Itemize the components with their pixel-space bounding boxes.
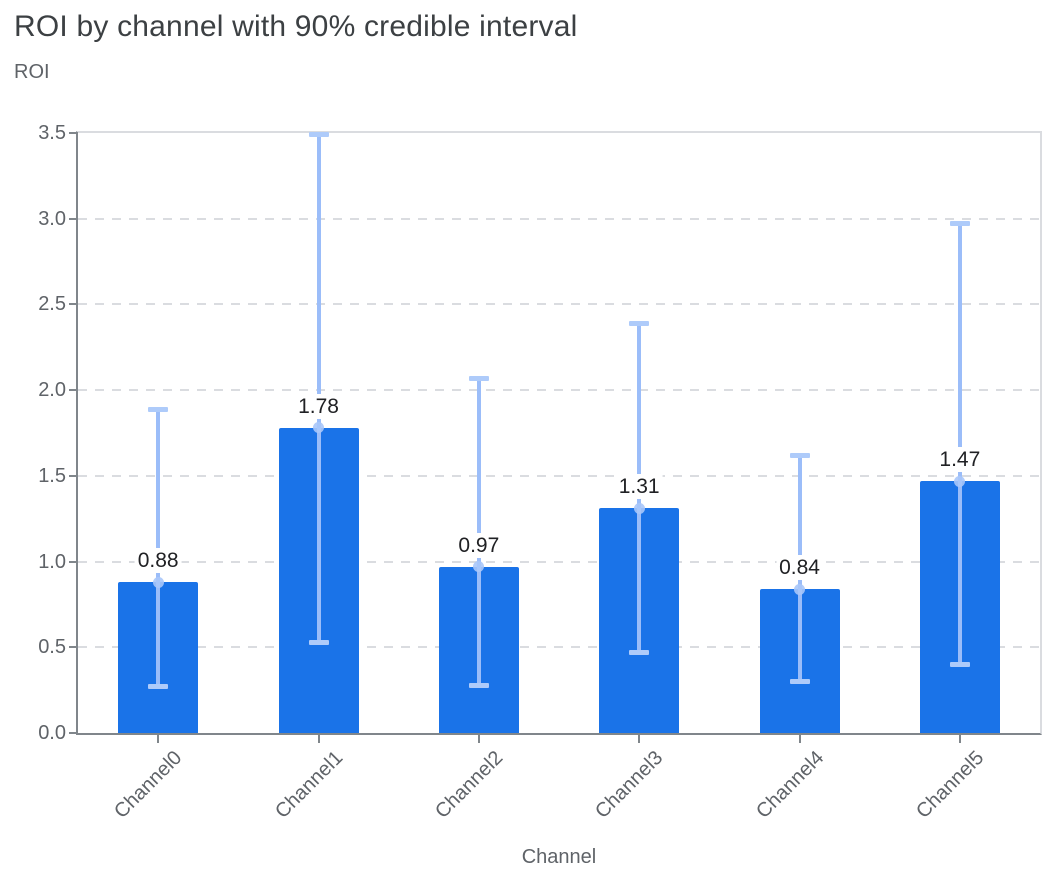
gridline — [78, 646, 1040, 649]
y-tick-mark — [69, 303, 78, 306]
error-cap-upper — [789, 452, 810, 458]
y-tick-mark — [69, 646, 78, 649]
y-tick-mark — [69, 132, 78, 134]
y-tick-mark — [69, 732, 78, 734]
mean-marker — [954, 475, 966, 487]
error-cap-lower — [789, 679, 810, 685]
x-tick-label: Channel0 — [110, 746, 187, 823]
gridline — [78, 389, 1040, 392]
gridline — [78, 560, 1040, 563]
y-tick-label: 0.0 — [38, 722, 66, 744]
bar-value-label: 0.88 — [134, 548, 182, 574]
x-tick-label: Channel1 — [270, 746, 347, 823]
error-cap-upper — [949, 221, 970, 227]
bar-value-label: 0.97 — [455, 532, 503, 558]
mean-marker — [794, 583, 805, 595]
error-cap-lower — [468, 682, 489, 688]
y-tick-mark — [69, 474, 78, 477]
bar-value-label: 1.78 — [295, 393, 342, 419]
error-cap-lower — [949, 661, 970, 667]
gridline — [78, 474, 1040, 477]
error-bar — [156, 409, 161, 687]
y-tick-mark — [69, 560, 78, 563]
y-tick-label: 1.5 — [38, 464, 66, 487]
error-cap-upper — [629, 320, 650, 326]
chart-title: ROI by channel with 90% credible interva… — [14, 10, 578, 43]
y-tick-label: 0.5 — [38, 636, 66, 659]
plot-area: 0.88 1.78 0.97 1.31 0.84 1.47 — [76, 131, 1042, 735]
x-axis-title: Channel — [521, 846, 597, 868]
y-tick-label: 2.5 — [38, 293, 66, 316]
error-bar — [316, 134, 321, 643]
x-tick-label: Channel3 — [591, 746, 668, 823]
y-tick-label: 1.0 — [38, 550, 66, 573]
error-cap-upper — [148, 406, 169, 412]
mean-marker — [473, 561, 485, 573]
mean-marker — [313, 422, 324, 434]
gridline — [78, 217, 1040, 220]
x-tick-mark — [317, 735, 320, 743]
x-tick-mark — [477, 735, 480, 743]
error-bar — [476, 378, 481, 685]
x-tick-label: Channel4 — [751, 746, 828, 823]
y-tick-label: 3.0 — [38, 207, 66, 230]
x-tick-mark — [798, 735, 801, 743]
y-tick-label: 3.5 — [38, 122, 66, 144]
error-cap-upper — [308, 132, 329, 138]
mean-marker — [633, 502, 645, 514]
error-cap-lower — [148, 684, 169, 690]
error-cap-lower — [308, 639, 329, 645]
mean-marker — [152, 576, 164, 588]
error-cap-upper — [468, 375, 489, 381]
bar-value-label: 0.84 — [776, 555, 823, 580]
x-tick-mark — [157, 735, 160, 743]
bar-value-label: 1.47 — [936, 447, 984, 472]
gridline — [78, 303, 1040, 306]
y-tick-label: 2.0 — [38, 379, 66, 402]
bar-value-label: 1.31 — [615, 474, 663, 500]
x-tick-mark — [958, 735, 961, 743]
y-tick-mark — [69, 389, 78, 392]
y-axis-title: ROI — [14, 61, 50, 83]
x-tick-label: Channel5 — [911, 746, 989, 823]
y-tick-mark — [69, 217, 78, 220]
x-tick-mark — [638, 735, 641, 743]
error-bar — [957, 223, 962, 665]
error-cap-lower — [629, 649, 650, 655]
x-tick-label: Channel2 — [430, 746, 508, 823]
